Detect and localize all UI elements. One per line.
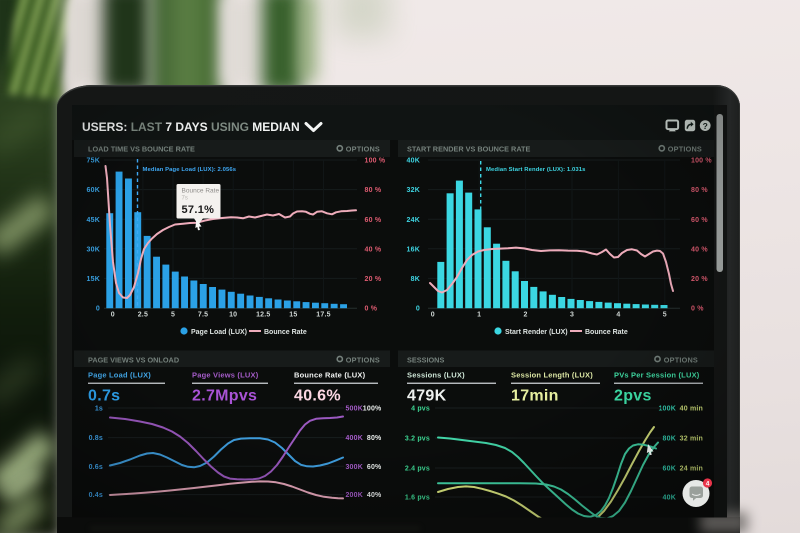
svg-text:4: 4 xyxy=(706,481,710,488)
